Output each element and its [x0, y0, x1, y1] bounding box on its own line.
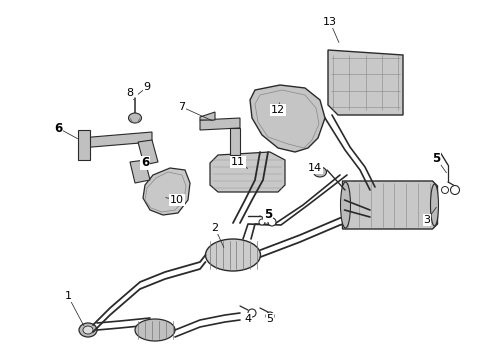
Polygon shape	[143, 168, 190, 215]
Polygon shape	[200, 118, 240, 130]
Text: 1: 1	[65, 291, 72, 301]
Text: 8: 8	[126, 88, 134, 98]
Ellipse shape	[205, 239, 261, 271]
Ellipse shape	[79, 323, 97, 337]
Text: 11: 11	[231, 157, 245, 167]
Ellipse shape	[83, 326, 93, 334]
Text: 14: 14	[308, 163, 322, 173]
Ellipse shape	[450, 185, 460, 194]
Text: 5: 5	[264, 208, 272, 221]
Polygon shape	[200, 112, 215, 120]
Text: 13: 13	[323, 17, 337, 27]
Text: 5: 5	[432, 152, 440, 165]
Text: 7: 7	[178, 102, 186, 112]
Text: 10: 10	[170, 195, 184, 205]
Ellipse shape	[268, 218, 276, 226]
Text: 6: 6	[141, 157, 149, 170]
Polygon shape	[328, 50, 403, 115]
Polygon shape	[78, 130, 90, 160]
Ellipse shape	[259, 219, 265, 225]
Text: 5: 5	[267, 314, 273, 324]
Ellipse shape	[248, 309, 256, 317]
Polygon shape	[250, 85, 325, 152]
Polygon shape	[138, 140, 158, 165]
Polygon shape	[343, 181, 438, 229]
Ellipse shape	[431, 184, 439, 226]
Text: 12: 12	[271, 105, 285, 115]
Ellipse shape	[341, 182, 350, 228]
Polygon shape	[130, 160, 150, 183]
Ellipse shape	[314, 167, 326, 177]
Text: 3: 3	[423, 215, 431, 225]
Text: 9: 9	[144, 82, 150, 92]
Text: 6: 6	[54, 122, 62, 135]
Text: 4: 4	[245, 314, 251, 324]
Polygon shape	[210, 152, 285, 192]
Ellipse shape	[135, 319, 175, 341]
Ellipse shape	[128, 113, 142, 123]
Polygon shape	[80, 132, 152, 148]
Polygon shape	[230, 128, 240, 155]
Ellipse shape	[441, 186, 448, 194]
Ellipse shape	[266, 312, 274, 320]
Text: 2: 2	[212, 223, 219, 233]
